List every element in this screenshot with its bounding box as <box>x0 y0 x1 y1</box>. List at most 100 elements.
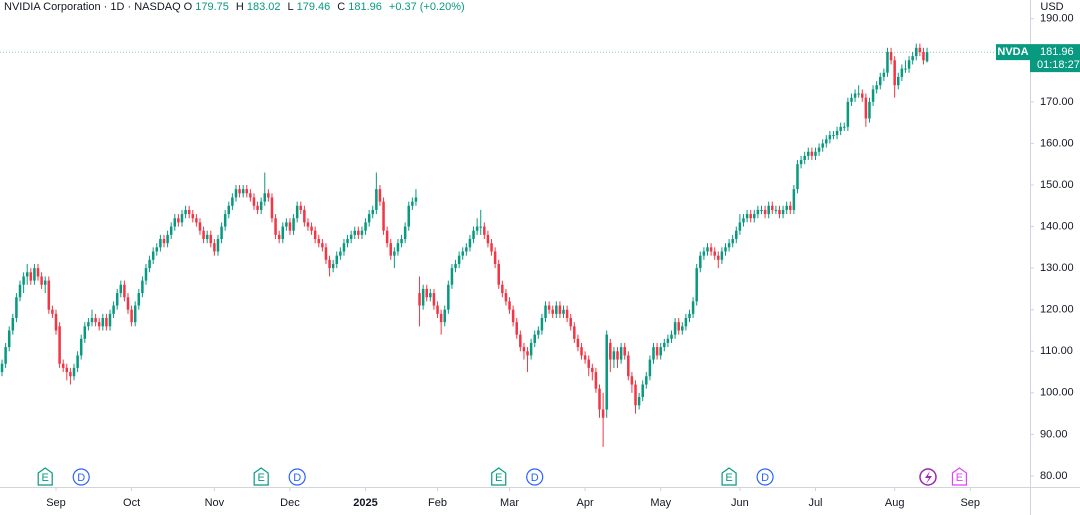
candle-body <box>771 205 774 210</box>
candle-body <box>97 322 101 327</box>
candle-body <box>252 197 256 206</box>
candle-body <box>256 205 259 210</box>
y-tick-label: 120.00 <box>1040 304 1074 316</box>
candle-body <box>724 247 727 252</box>
candle-body <box>339 251 342 256</box>
candle-body <box>238 189 241 194</box>
candle-body <box>663 342 666 348</box>
event-marker[interactable]: D <box>288 468 306 486</box>
candle-body <box>515 322 518 335</box>
y-tick-label: 190.00 <box>1040 13 1074 25</box>
candle-body <box>914 47 918 57</box>
candle-body <box>216 239 220 252</box>
plot <box>0 43 1030 447</box>
candle-body <box>731 239 734 244</box>
candle-body <box>699 255 702 269</box>
candle-body <box>479 226 482 228</box>
candle-body <box>292 218 295 231</box>
candle-body <box>781 209 785 215</box>
candle-body <box>889 51 893 61</box>
candle-body <box>688 313 691 319</box>
event-marker[interactable]: E <box>951 467 968 486</box>
x-tick-label: Oct <box>123 497 140 509</box>
candle-body <box>299 205 303 210</box>
event-label: D <box>531 472 539 484</box>
event-marker[interactable]: D <box>526 468 544 486</box>
candle-body <box>209 234 213 244</box>
candle-body <box>382 201 385 231</box>
candle-body <box>886 51 889 73</box>
candle-body <box>105 318 108 327</box>
x-tick-label: Aug <box>885 497 905 509</box>
candle-body <box>90 318 94 323</box>
candle-body <box>623 347 626 356</box>
candle-body <box>51 309 54 314</box>
candle-body <box>375 189 378 210</box>
event-marker[interactable]: D <box>72 468 90 486</box>
candle-body <box>396 243 400 252</box>
price-box <box>1030 44 1080 73</box>
candle-body <box>735 230 738 240</box>
candle-body <box>126 297 130 310</box>
candle-body <box>241 189 245 194</box>
candle-body <box>540 318 544 331</box>
candle-body <box>141 280 144 294</box>
candle-body <box>857 93 860 95</box>
candle-body <box>328 259 331 269</box>
candle-body <box>364 222 367 231</box>
y-tick-label: 170.00 <box>1040 96 1074 108</box>
y-tick-label: 100.00 <box>1040 387 1074 399</box>
candle-body <box>843 126 846 128</box>
event-label: E <box>495 472 502 484</box>
event-marker[interactable]: E <box>253 467 269 486</box>
x-tick-label: Feb <box>428 497 447 509</box>
candle-body <box>803 155 806 161</box>
candle-body <box>807 151 810 156</box>
candle-body <box>87 322 90 327</box>
candle-body <box>43 280 47 285</box>
candle-body <box>677 322 680 331</box>
candle-body <box>220 226 223 240</box>
candle-body <box>450 268 454 285</box>
spark-circle <box>919 468 937 486</box>
candle-body <box>601 409 605 418</box>
candle-body <box>533 334 536 343</box>
candle-body <box>810 151 814 156</box>
candle-body <box>501 284 504 294</box>
candle-body <box>54 313 58 331</box>
candle-body <box>573 326 576 339</box>
candle-body <box>717 255 720 260</box>
candle-body <box>472 230 475 240</box>
candle-body <box>493 251 497 264</box>
candle-body <box>583 355 587 360</box>
candle-body <box>123 284 126 298</box>
candle-body <box>277 234 281 240</box>
candle-body <box>868 101 871 119</box>
candle-body <box>551 309 554 314</box>
candle-body <box>720 251 724 260</box>
candle-body <box>112 305 115 314</box>
event-marker[interactable]: D <box>756 468 774 486</box>
candle-body <box>180 214 184 223</box>
candle-body <box>202 230 205 240</box>
candle-body <box>119 284 123 294</box>
candle-body <box>436 305 439 314</box>
candle-body <box>702 251 706 256</box>
candle-body <box>148 259 151 269</box>
candle-body <box>825 139 828 144</box>
event-marker[interactable]: E <box>37 467 53 486</box>
spark-icon[interactable] <box>919 468 937 486</box>
candle-body <box>659 347 662 356</box>
candle-body <box>25 272 29 277</box>
candle-body <box>288 222 292 231</box>
candle-body <box>918 47 922 52</box>
ohlc-value: 179.46 <box>296 1 331 13</box>
x-tick-label: May <box>650 497 671 509</box>
candle-body <box>893 60 896 86</box>
event-marker[interactable]: E <box>491 467 507 486</box>
candle-body <box>594 372 598 389</box>
candle-body <box>263 193 267 202</box>
candle-body <box>475 226 479 231</box>
event-marker[interactable]: E <box>721 467 737 486</box>
